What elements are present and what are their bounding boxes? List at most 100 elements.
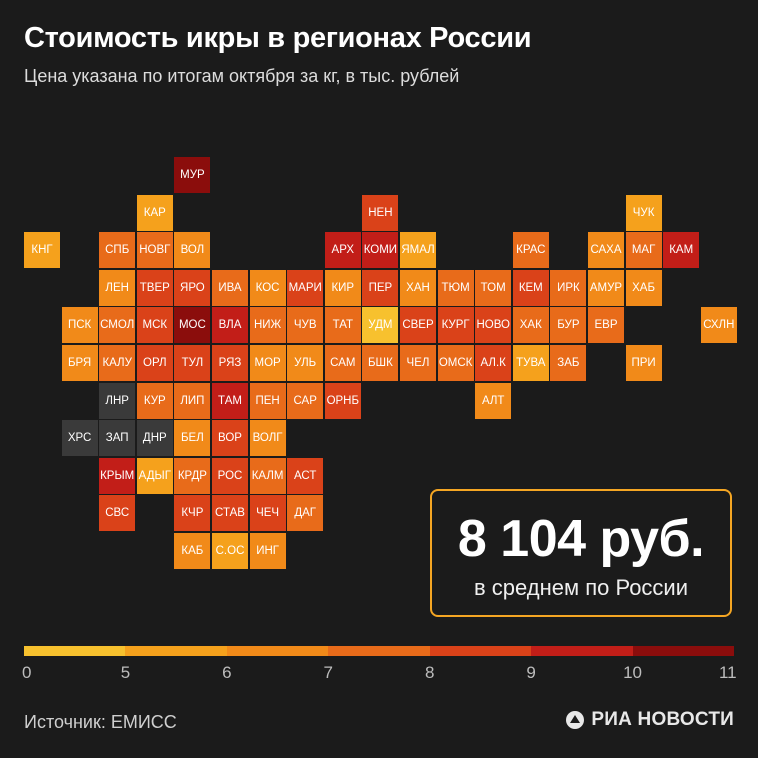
- region-tile: ЧУК: [625, 194, 662, 231]
- region-tile: МСК: [136, 307, 173, 344]
- region-tile: ВЛА: [212, 307, 248, 344]
- region-tile: АМУР: [588, 269, 624, 306]
- region-tile: МОР: [249, 345, 286, 381]
- region-tile: БУР: [550, 307, 587, 344]
- region-tile: КУРГ: [437, 307, 474, 344]
- scale-tick-label: 8: [424, 663, 435, 682]
- region-tile: ДАГ: [287, 495, 324, 532]
- region-tile: КЕМ: [512, 269, 549, 306]
- color-scale-segment: [125, 646, 227, 656]
- region-tile: ТЮМ: [437, 269, 474, 306]
- region-tile: ДНР: [136, 420, 173, 457]
- region-tile: МОС: [174, 307, 211, 344]
- region-tile: БЕЛ: [174, 420, 211, 457]
- region-tile: ИНГ: [249, 533, 286, 569]
- region-tile: КАЛМ: [249, 457, 286, 494]
- region-tile: СВС: [99, 495, 136, 532]
- region-tile: АДЫГ: [136, 457, 173, 494]
- region-tile: КРДР: [174, 457, 211, 494]
- scale-tick-label: 11: [718, 663, 737, 682]
- region-tile: КНГ: [24, 232, 60, 269]
- tile-map: МУР КАР НЕН ЧУК КНГ СПБ НОВГ ВОЛ АРХ КОМИ ЯМАЛ КРАС…: [24, 157, 737, 569]
- color-scale-ticks: 0 5 6 7 8 9 10 11: [22, 663, 737, 687]
- region-tile: ЯМАЛ: [400, 232, 436, 269]
- region-tile: САМ: [324, 345, 361, 381]
- color-scale-segment: [429, 646, 532, 656]
- region-tile: КАЛУ: [99, 345, 136, 381]
- page-title: Стоимость икры в регионах России: [24, 22, 532, 54]
- region-tile: КЧР: [174, 495, 211, 532]
- region-tile: ЗАП: [99, 420, 136, 457]
- region-tile: КОМИ: [362, 232, 399, 269]
- region-tile: СПБ: [99, 232, 136, 269]
- region-tile: ЛИП: [174, 382, 211, 419]
- source-note: Источник: ЕМИСС: [24, 712, 177, 732]
- region-tile: ВОЛ: [174, 232, 211, 269]
- region-tile: САХА: [588, 232, 624, 269]
- region-tile: КАР: [136, 194, 173, 231]
- region-tile: СХЛН: [700, 307, 737, 344]
- region-tile: ПЕН: [249, 382, 286, 419]
- color-scale-segment: [24, 646, 126, 656]
- region-tile: РЯЗ: [212, 345, 248, 381]
- region-tile: КАБ: [174, 533, 211, 569]
- region-tile: АРХ: [324, 232, 361, 269]
- color-scale-segment: [531, 646, 633, 656]
- region-tile: МУР: [174, 157, 211, 193]
- region-tile: ОРНБ: [324, 382, 361, 419]
- region-tile: ТАТ: [324, 307, 361, 344]
- region-tile: БРЯ: [61, 345, 98, 381]
- region-tile: АЛ.К: [475, 345, 512, 381]
- region-tile: ТУВА: [512, 345, 549, 381]
- scale-tick-label: 6: [222, 663, 232, 682]
- region-tile: РОС: [212, 457, 248, 494]
- region-tile: БШК: [362, 345, 399, 381]
- region-tile: МАРИ: [287, 269, 324, 306]
- region-tile: НЕН: [362, 194, 399, 231]
- average-value: 8 104 руб.: [457, 510, 705, 568]
- region-tile: ОМСК: [437, 345, 474, 381]
- scale-tick-label: 7: [323, 663, 334, 682]
- region-tile: СТАВ: [212, 495, 248, 532]
- region-tile: ЕВР: [588, 307, 624, 344]
- region-tile: КРАС: [512, 232, 549, 269]
- region-tile: СВЕР: [400, 307, 436, 344]
- region-tile: УДМ: [362, 307, 399, 344]
- region-tile: ЧЕЛ: [400, 345, 436, 381]
- region-tile: ИРК: [550, 269, 587, 306]
- region-tile: УЛЬ: [287, 345, 324, 381]
- region-tile: ХРС: [61, 420, 98, 457]
- region-tile: ПРИ: [625, 345, 662, 381]
- scale-tick-label: 0: [22, 663, 32, 682]
- region-tile: ТВЕР: [136, 269, 173, 306]
- region-tile: МАГ: [625, 232, 662, 269]
- region-tile: НОВО: [475, 307, 512, 344]
- region-tile: КУР: [136, 382, 173, 419]
- region-tile: ХАБ: [625, 269, 662, 306]
- region-tile: ПЕР: [362, 269, 399, 306]
- color-scale-segment: [632, 646, 734, 656]
- color-scale: [24, 646, 734, 656]
- region-tile: КИР: [324, 269, 361, 306]
- region-tile: ХАН: [400, 269, 436, 306]
- region-tile: ПСК: [61, 307, 98, 344]
- ria-logo: РИА НОВОСТИ: [565, 709, 734, 731]
- region-tile: ХАК: [512, 307, 549, 344]
- region-tile: САР: [287, 382, 324, 419]
- region-tile: ЧЕЧ: [249, 495, 286, 532]
- region-tile: ТОМ: [475, 269, 512, 306]
- region-tile: ИВА: [212, 269, 248, 306]
- scale-tick-label: 9: [526, 663, 536, 682]
- region-tile: НОВГ: [136, 232, 173, 269]
- page-subtitle: Цена указана по итогам октября за кг, в …: [24, 66, 460, 86]
- region-tile: ЧУВ: [287, 307, 324, 344]
- region-tile: С.ОС: [212, 533, 248, 569]
- average-callout: 8 104 руб. в среднем по России: [430, 489, 732, 617]
- region-tile: ТАМ: [212, 382, 248, 419]
- region-tile: ВОЛГ: [249, 420, 286, 457]
- region-tile: ЗАБ: [550, 345, 587, 381]
- ria-logo-icon: [566, 711, 585, 729]
- region-tile: ВОР: [212, 420, 248, 457]
- region-tile: КОС: [249, 269, 286, 306]
- region-tile: ТУЛ: [174, 345, 211, 381]
